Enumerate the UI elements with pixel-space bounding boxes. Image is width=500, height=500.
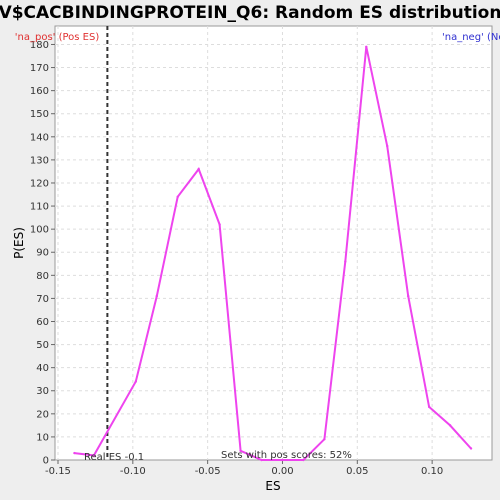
data-point — [73, 451, 76, 455]
data-point — [469, 447, 473, 450]
y-tick-label: 90 — [36, 248, 49, 259]
y-tick-label: 170 — [30, 63, 49, 74]
y-tick-label: 150 — [30, 109, 49, 120]
y-tick-label: 0 — [43, 456, 49, 467]
y-tick-label: 70 — [36, 294, 49, 305]
data-point — [176, 195, 179, 199]
y-tick-label: 120 — [30, 178, 49, 189]
data-point — [323, 438, 326, 441]
data-point — [92, 454, 96, 457]
y-tick-label: 10 — [36, 432, 49, 443]
y-tick-label: 100 — [30, 225, 49, 236]
chart-title: V$CACBINDINGPROTEIN_Q6: Random ES distri… — [0, 3, 500, 23]
y-tick-label: 40 — [36, 363, 49, 374]
plot-area — [54, 25, 493, 461]
data-point — [448, 424, 452, 427]
y-tick-label: 130 — [30, 155, 49, 166]
y-tick-label: 50 — [36, 340, 49, 351]
y-tick-label: 180 — [30, 40, 49, 51]
y-axis: 0 10 20 30 40 50 60 70 80 90 100 110 120 130 140 150 160… — [30, 40, 55, 467]
y-tick-label: 80 — [36, 271, 49, 282]
x-tick-label: -0.05 — [195, 466, 221, 477]
y-tick-label: 60 — [36, 317, 49, 328]
x-tick-label: 0.10 — [421, 466, 443, 477]
data-point — [260, 458, 263, 462]
real-es-label: Real ES -0.1 — [84, 452, 144, 463]
x-tick-label: -0.10 — [120, 466, 146, 477]
data-point — [386, 144, 389, 148]
y-axis-label: P(ES) — [12, 227, 26, 259]
legend-neg-label: 'na_neg' (Neg ES) — [442, 32, 500, 43]
x-tick-label: -0.15 — [45, 466, 71, 477]
y-tick-label: 160 — [30, 86, 49, 97]
series-points — [73, 45, 473, 462]
data-point — [197, 167, 200, 171]
data-point — [281, 458, 284, 462]
x-axis-label: ES — [265, 479, 280, 493]
legend-pos-label: 'na_pos' (Pos ES) — [15, 32, 100, 43]
data-point — [218, 223, 221, 226]
data-point — [134, 380, 138, 383]
x-tick-label: 0.00 — [271, 466, 293, 477]
y-tick-label: 20 — [36, 409, 49, 420]
y-tick-label: 110 — [30, 202, 49, 213]
y-tick-label: 30 — [36, 386, 49, 397]
x-tick-label: 0.05 — [346, 466, 368, 477]
data-point — [302, 458, 305, 462]
data-point — [239, 449, 242, 452]
data-point — [406, 294, 410, 298]
data-point — [344, 260, 347, 263]
data-point — [427, 405, 431, 409]
grid — [55, 26, 492, 460]
data-point — [365, 45, 368, 48]
data-point — [155, 294, 158, 298]
pos-scores-annotation: Sets with pos scores: 52% — [221, 450, 352, 461]
y-tick-label: 140 — [30, 132, 49, 143]
